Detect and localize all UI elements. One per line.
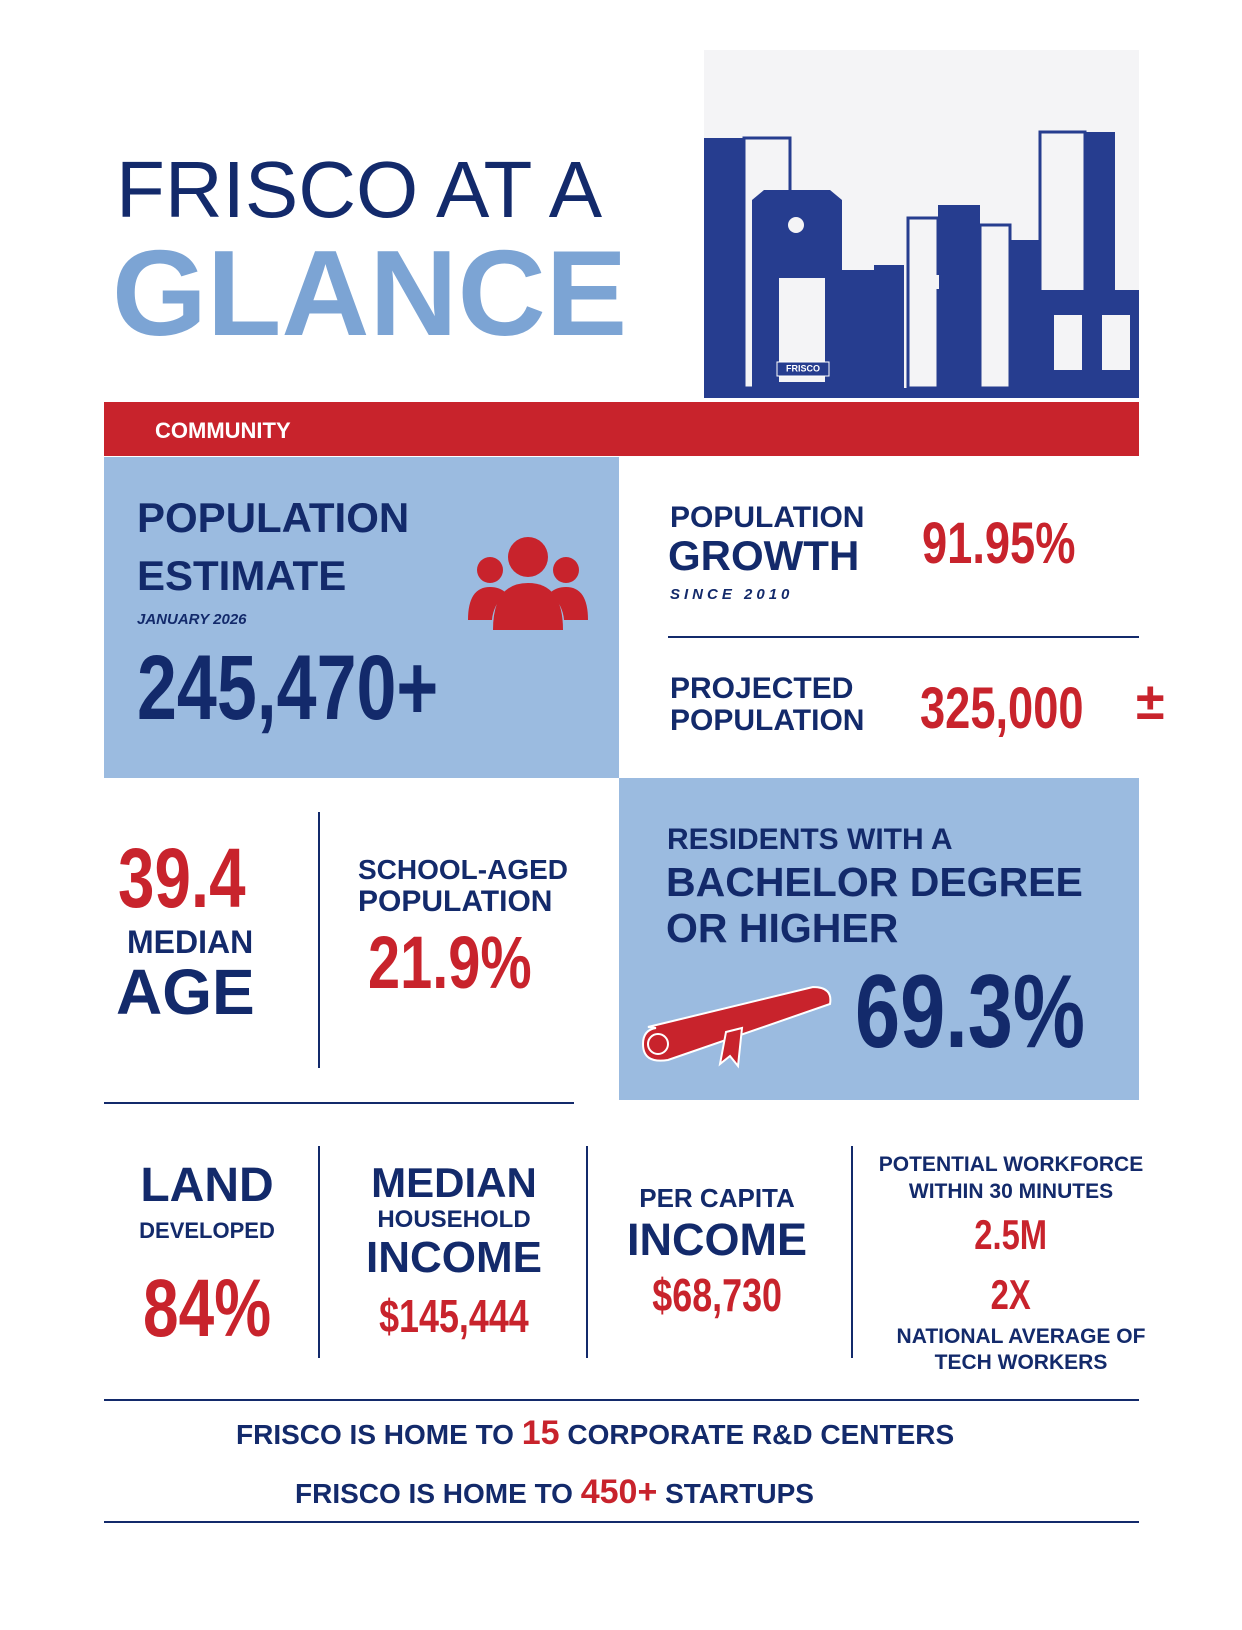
label: ESTIMATE	[137, 552, 347, 599]
value: 39.4	[118, 831, 246, 925]
value: $68,730	[652, 1269, 782, 1321]
plus-minus: ±	[1136, 673, 1165, 731]
divider	[104, 1521, 1139, 1523]
label: NATIONAL AVERAGE OF	[896, 1325, 1146, 1348]
label: POPULATION	[358, 885, 553, 918]
label: RESIDENTS WITH A	[667, 823, 953, 856]
divider	[104, 1399, 1139, 1401]
date: JANUARY 2026	[137, 611, 247, 628]
label: PER CAPITA	[639, 1183, 795, 1213]
label: MEDIAN	[127, 924, 254, 960]
footer-line: FRISCO IS HOME TO 450+ STARTUPS	[295, 1475, 814, 1509]
label: SCHOOL-AGED	[358, 854, 568, 885]
sign-text: FRISCO	[786, 363, 820, 373]
divider	[668, 636, 1139, 638]
label: POTENTIAL WORKFORCE	[878, 1153, 1144, 1176]
value: 84%	[142, 1263, 272, 1354]
divider	[318, 812, 320, 1068]
label: BACHELOR DEGREE	[666, 859, 1083, 905]
title-line2: GLANCE	[112, 225, 628, 361]
title-line1: FRISCO AT A	[116, 145, 603, 234]
value: 325,000	[920, 676, 1084, 741]
value: 450+	[580, 1473, 658, 1511]
divider	[851, 1146, 853, 1358]
label: INCOME	[627, 1214, 807, 1265]
section-bar	[104, 402, 1139, 456]
label: GROWTH	[668, 532, 860, 579]
value: 15	[521, 1414, 560, 1452]
label: WITHIN 30 MINUTES	[908, 1180, 1114, 1203]
text: FRISCO IS HOME TO	[236, 1419, 514, 1450]
divider	[586, 1146, 588, 1358]
label: INCOME	[366, 1233, 542, 1282]
multiplier: 2X	[990, 1271, 1032, 1318]
footer-line: FRISCO IS HOME TO 15 CORPORATE R&D CENTE…	[236, 1416, 954, 1450]
divider	[104, 1102, 574, 1104]
label: PROJECTED	[670, 672, 854, 705]
value: $145,444	[379, 1290, 529, 1342]
skyline-illustration: FRISCO	[704, 50, 1139, 398]
text: CORPORATE R&D CENTERS	[567, 1419, 955, 1450]
divider	[318, 1146, 320, 1358]
label: OR HIGHER	[666, 905, 899, 951]
value: 2.5M	[974, 1211, 1048, 1258]
value: 245,470+	[137, 637, 439, 739]
label: MEDIAN	[371, 1159, 537, 1206]
note: SINCE 2010	[670, 586, 794, 603]
text: STARTUPS	[665, 1478, 814, 1509]
value: 69.3%	[855, 954, 1086, 1070]
label: POPULATION	[670, 501, 865, 534]
label: TECH WORKERS	[934, 1351, 1108, 1374]
label: LAND	[140, 1159, 274, 1212]
label: HOUSEHOLD	[377, 1206, 531, 1233]
label: AGE	[116, 956, 255, 1028]
label: POPULATION	[670, 704, 865, 737]
value: 91.95%	[922, 511, 1076, 576]
section-title: COMMUNITY	[155, 418, 291, 443]
label: DEVELOPED	[139, 1218, 275, 1243]
diploma-icon	[641, 985, 832, 1069]
text: FRISCO IS HOME TO	[295, 1478, 573, 1509]
value: 21.9%	[368, 921, 532, 1004]
people-icon	[468, 537, 588, 630]
label: POPULATION	[137, 494, 410, 541]
